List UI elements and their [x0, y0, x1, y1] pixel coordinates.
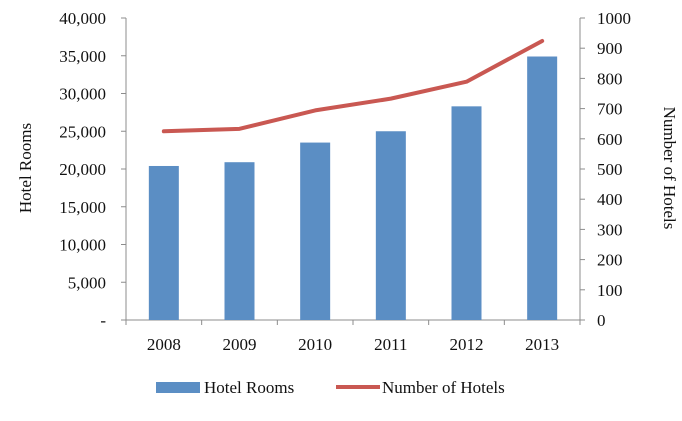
left-tick-label: 35,000 — [59, 47, 106, 66]
left-tick-label: - — [100, 311, 106, 330]
axes — [121, 18, 585, 325]
legend-label-hotel-rooms: Hotel Rooms — [204, 378, 294, 397]
left-axis-ticks: - 5,000 10,000 15,000 20,000 25,000 30,000 35,0… — [59, 9, 106, 330]
bar-hotel-rooms — [527, 57, 557, 320]
legend-swatch-hotel-rooms — [156, 382, 200, 393]
left-tick-label: 40,000 — [59, 9, 106, 28]
x-tick-label: 2010 — [298, 335, 332, 354]
right-tick-label: 500 — [597, 160, 623, 179]
right-tick-label: 1000 — [597, 9, 631, 28]
x-tick-label: 2012 — [450, 335, 484, 354]
right-tick-label: 600 — [597, 130, 623, 149]
right-tick-label: 300 — [597, 220, 623, 239]
left-tick-label: 30,000 — [59, 85, 106, 104]
bar-series — [149, 57, 557, 320]
right-tick-label: 400 — [597, 190, 623, 209]
left-tick-label: 20,000 — [59, 160, 106, 179]
right-tick-label: 900 — [597, 39, 623, 58]
left-tick-label: 10,000 — [59, 236, 106, 255]
bar-hotel-rooms — [376, 131, 406, 320]
legend: Hotel Rooms Number of Hotels — [156, 378, 505, 397]
bar-hotel-rooms — [300, 143, 330, 320]
right-tick-label: 100 — [597, 281, 623, 300]
right-axis-ticks: 0 100 200 300 400 500 600 700 800 900 1000 — [597, 9, 631, 330]
right-tick-label: 0 — [597, 311, 606, 330]
left-tick-label: 25,000 — [59, 122, 106, 141]
right-axis-title: Number of Hotels — [660, 107, 679, 230]
right-tick-label: 700 — [597, 100, 623, 119]
bar-hotel-rooms — [149, 166, 179, 320]
left-tick-label: 5,000 — [68, 273, 106, 292]
line-number-of-hotels — [164, 41, 542, 131]
right-tick-label: 200 — [597, 251, 623, 270]
legend-label-number-of-hotels: Number of Hotels — [382, 378, 505, 397]
line-series — [164, 41, 543, 131]
left-tick-label: 15,000 — [59, 198, 106, 217]
x-tick-label: 2008 — [147, 335, 181, 354]
bar-hotel-rooms — [225, 162, 255, 320]
x-axis-ticks: 2008 2009 2010 2011 2012 2013 — [147, 335, 559, 354]
bar-hotel-rooms — [452, 106, 482, 320]
left-axis-title: Hotel Rooms — [16, 123, 35, 213]
x-tick-label: 2009 — [223, 335, 257, 354]
right-tick-label: 800 — [597, 69, 623, 88]
x-tick-label: 2013 — [525, 335, 559, 354]
x-tick-label: 2011 — [374, 335, 407, 354]
